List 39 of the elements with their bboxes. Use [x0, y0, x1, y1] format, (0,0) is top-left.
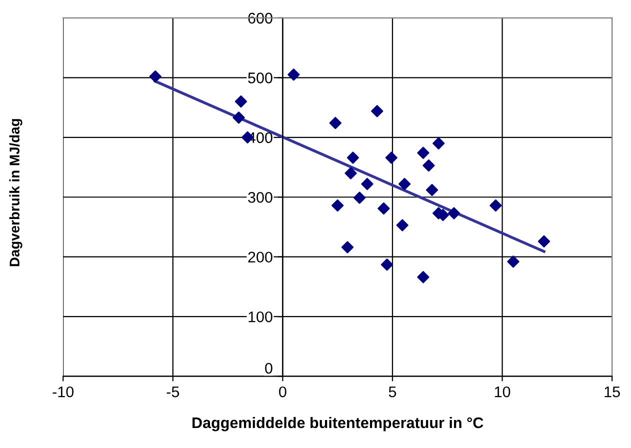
point [149, 70, 162, 83]
point [353, 192, 366, 204]
point [361, 178, 374, 190]
point [398, 178, 411, 190]
y-tick-label: 300 [248, 192, 272, 203]
point [329, 116, 342, 130]
x-tick-label: -10 [52, 386, 74, 398]
x-tick-label: 5 [388, 386, 396, 398]
point [417, 146, 430, 159]
point [507, 256, 520, 268]
point [426, 184, 438, 196]
x-tick-label: 15 [604, 386, 620, 398]
point [371, 105, 384, 118]
point [378, 202, 390, 215]
point [385, 152, 398, 164]
x-tick-label: 0 [279, 386, 286, 398]
point [417, 271, 430, 284]
x-axis-title: Daggemiddelde buitentemperatuur in °C [192, 416, 484, 432]
point [490, 199, 502, 212]
point [538, 235, 550, 248]
point [234, 95, 248, 108]
y-tick-label: 500 [248, 72, 272, 84]
point [232, 112, 245, 124]
y-axis-title: Dagverbruik in MJ/dag [9, 119, 22, 266]
y-tick-label: 200 [248, 252, 272, 263]
x-tick-label: 10 [494, 386, 510, 398]
point [341, 241, 354, 254]
point [448, 207, 460, 220]
point [288, 68, 300, 81]
point [422, 159, 435, 172]
y-tick-label: 100 [248, 311, 272, 322]
point [380, 258, 394, 271]
point [332, 199, 344, 212]
y-tick-label: 0 [265, 362, 272, 374]
point [396, 219, 408, 232]
point [346, 152, 360, 164]
point [344, 167, 357, 180]
x-tick-label: -5 [166, 386, 180, 398]
point [432, 137, 445, 150]
